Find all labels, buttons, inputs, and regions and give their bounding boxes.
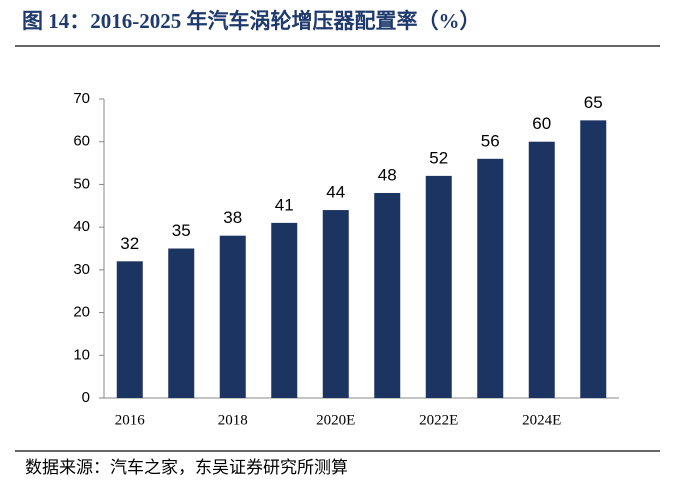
value-label: 41 (275, 195, 294, 214)
y-tick-label: 60 (73, 133, 90, 150)
y-tick-label: 10 (73, 346, 90, 363)
source-note: 数据来源：汽车之家，东吴证券研究所测算 (25, 458, 348, 477)
value-label: 38 (223, 208, 242, 227)
bar (374, 192, 401, 398)
value-label: 32 (120, 234, 139, 253)
y-tick-label: 30 (73, 261, 90, 278)
x-tick-label: 2024E (522, 412, 561, 428)
y-tick-label: 0 (82, 389, 90, 406)
value-label: 56 (481, 131, 500, 150)
value-label: 35 (172, 221, 191, 240)
value-label: 48 (378, 165, 397, 184)
bar (580, 120, 607, 398)
y-tick-label: 50 (73, 175, 90, 192)
bar (528, 141, 555, 398)
y-tick-label: 40 (73, 218, 90, 235)
bar (477, 158, 504, 398)
y-tick-label: 70 (73, 90, 90, 107)
bar (116, 261, 143, 398)
value-label: 44 (326, 183, 345, 202)
x-tick-label: 2020E (316, 412, 355, 428)
x-tick-label: 2016 (115, 412, 146, 428)
bar (322, 210, 349, 398)
bar (219, 235, 246, 398)
x-tick-label: 2022E (419, 412, 458, 428)
y-tick-label: 20 (73, 304, 90, 321)
value-label: 65 (584, 93, 603, 112)
bar (425, 175, 452, 398)
bar (271, 222, 298, 398)
value-label: 52 (429, 148, 448, 167)
chart-title: 图 14：2016-2025 年汽车涡轮增压器配置率（%） (22, 9, 481, 33)
x-tick-label: 2018 (218, 412, 248, 428)
value-label: 60 (532, 114, 551, 133)
bar (168, 248, 195, 398)
